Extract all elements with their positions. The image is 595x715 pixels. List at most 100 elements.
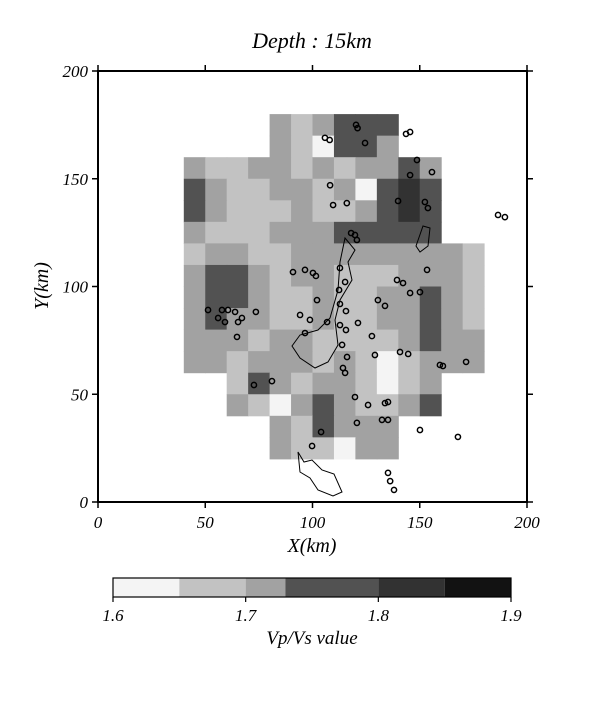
earthquake xyxy=(335,286,343,294)
field-cell xyxy=(419,286,442,309)
field-cell xyxy=(355,243,378,266)
field-cell xyxy=(312,394,335,417)
earthquake xyxy=(301,329,309,337)
field-cell xyxy=(226,178,249,201)
field-cell xyxy=(419,351,442,374)
field-cell xyxy=(333,372,356,395)
field-cell xyxy=(248,178,271,201)
field-cell xyxy=(269,286,292,309)
peninsula-outline xyxy=(291,236,356,369)
field-cell xyxy=(312,264,335,287)
field-cell xyxy=(269,221,292,244)
earthquake xyxy=(353,236,361,244)
colorbar-label: Vp/Vs value xyxy=(266,628,357,649)
field-cell xyxy=(398,178,421,201)
x-axis-label: X(km) xyxy=(287,535,337,557)
field-cell xyxy=(419,178,442,201)
field-cell xyxy=(291,114,313,137)
earthquake xyxy=(384,469,392,477)
field-cell xyxy=(333,200,356,223)
field-cell xyxy=(462,264,485,287)
field-cell xyxy=(226,351,249,374)
field-cell xyxy=(291,135,313,158)
earthquake xyxy=(381,302,389,310)
earthquake xyxy=(361,139,369,147)
field-cell xyxy=(376,221,399,244)
field-cell xyxy=(333,157,356,180)
field-cell xyxy=(226,221,249,244)
field-cell xyxy=(248,351,271,374)
earthquake xyxy=(354,319,362,327)
earthquake xyxy=(342,307,350,315)
field-cell xyxy=(398,329,421,352)
field-cell xyxy=(398,286,421,309)
field-cell xyxy=(376,415,399,438)
earthquake xyxy=(296,311,304,319)
field-cell xyxy=(441,243,464,266)
earthquake xyxy=(338,341,346,349)
y-tick-label: 200 xyxy=(63,62,89,81)
earthquake xyxy=(368,332,376,340)
field-cell xyxy=(269,351,292,374)
field-cell xyxy=(226,243,249,266)
earthquake xyxy=(416,426,424,434)
field-cell xyxy=(355,157,378,180)
field-cell xyxy=(269,329,292,352)
field-cell xyxy=(398,264,421,287)
field-cell xyxy=(291,286,313,309)
field-cell xyxy=(269,157,292,180)
field-cell xyxy=(441,308,464,331)
field-cell xyxy=(312,114,335,137)
earthquake xyxy=(336,300,344,308)
colorbar-tick-label: 1.9 xyxy=(500,606,522,625)
field-cell xyxy=(205,329,228,352)
field-cell xyxy=(226,286,249,309)
field-cell xyxy=(312,372,335,395)
colorbar-segment xyxy=(179,578,246,597)
field-cell xyxy=(269,437,292,460)
field-cell xyxy=(333,135,356,158)
field-cell xyxy=(333,415,356,438)
earthquake xyxy=(336,321,344,329)
field-cell xyxy=(291,178,313,201)
field-cell xyxy=(248,157,271,180)
field-cell xyxy=(376,372,399,395)
field-cell xyxy=(226,329,249,352)
field-cell xyxy=(355,394,378,417)
earthquake xyxy=(436,361,444,369)
field-cell xyxy=(205,243,228,266)
earthquake xyxy=(341,369,349,377)
field-cell xyxy=(441,264,464,287)
field-cell xyxy=(419,200,442,223)
earthquake xyxy=(374,296,382,304)
earthquake xyxy=(428,168,436,176)
field-cell xyxy=(376,157,399,180)
field-cell xyxy=(355,135,378,158)
earthquake xyxy=(416,288,424,296)
coastline xyxy=(291,225,431,497)
y-tick-label: 50 xyxy=(71,385,89,404)
field-cell xyxy=(226,372,249,395)
field-cell xyxy=(462,329,485,352)
field-cell xyxy=(376,243,399,266)
field-cell xyxy=(205,157,228,180)
field-cell xyxy=(183,200,206,223)
field-cell xyxy=(269,372,292,395)
field-cell xyxy=(269,264,292,287)
field-cell xyxy=(312,351,335,374)
earthquake xyxy=(384,398,392,406)
x-tick-label: 150 xyxy=(407,513,433,532)
field-cell xyxy=(398,221,421,244)
field-cell xyxy=(269,308,292,331)
earthquake xyxy=(234,318,242,326)
earthquake xyxy=(342,326,350,334)
field-cell xyxy=(398,372,421,395)
field-cell xyxy=(183,286,206,309)
earthquake xyxy=(378,416,386,424)
field-cell xyxy=(269,114,292,137)
field-cell xyxy=(419,329,442,352)
earthquake xyxy=(326,136,334,144)
field-cell xyxy=(248,264,271,287)
earthquake xyxy=(404,350,412,358)
